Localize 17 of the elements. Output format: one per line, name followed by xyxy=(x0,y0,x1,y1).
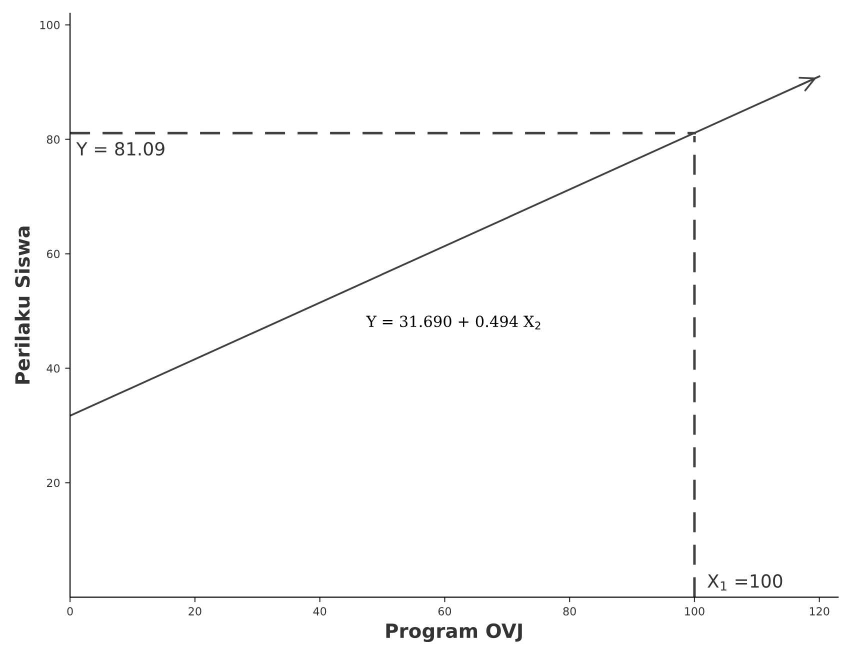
x-tick-label: 80 xyxy=(563,607,576,616)
x-tick-label: 60 xyxy=(438,607,452,616)
x-tick-label: 40 xyxy=(313,607,326,616)
x-tick-label: 0 xyxy=(67,607,73,616)
ref-line-label: Y = 81.09 xyxy=(76,142,164,156)
y-tick-label: 40 xyxy=(46,364,60,373)
y-axis-title: Perilaku Siswa xyxy=(14,226,30,384)
y-tick-label: 100 xyxy=(40,20,60,30)
x-axis-title: Program OVJ xyxy=(386,623,522,642)
y-tick-label: 80 xyxy=(46,135,60,144)
x-tick-label: 100 xyxy=(685,607,704,616)
x-tick-label: 20 xyxy=(188,607,202,616)
x-tick-label: 120 xyxy=(810,607,830,616)
y-tick-label: 20 xyxy=(47,478,60,488)
y-tick-label: 60 xyxy=(46,250,60,258)
annotation: Y = 31.690 + 0.494 X$_{2}$ xyxy=(366,316,540,330)
ref-line-label: X$_{1}$ =100 xyxy=(708,574,782,591)
